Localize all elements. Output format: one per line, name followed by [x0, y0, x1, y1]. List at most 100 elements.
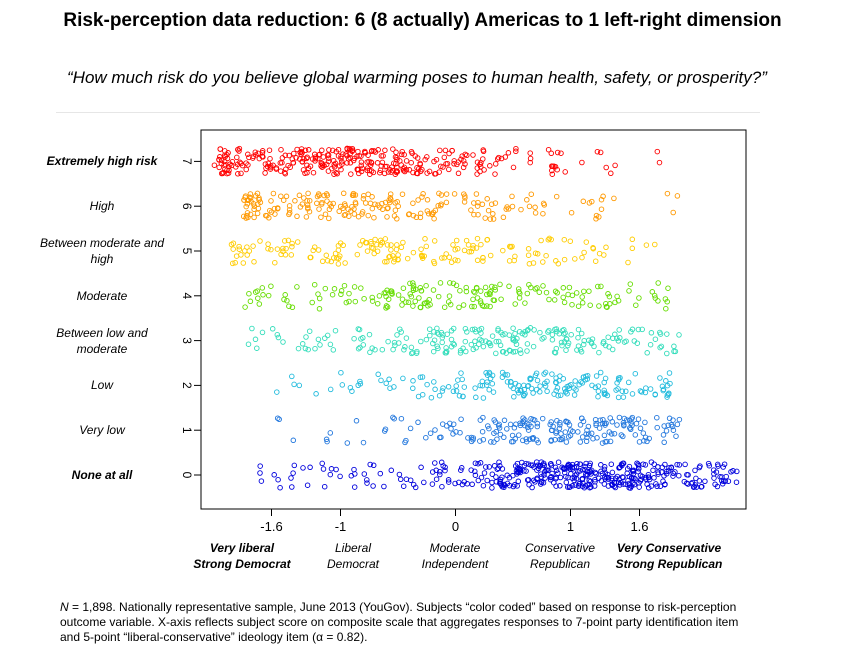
- data-point-level-4: [581, 288, 587, 295]
- data-point-level-7: [282, 152, 289, 159]
- data-point-level-0: [515, 478, 522, 485]
- data-point-level-0: [516, 469, 522, 475]
- data-point-level-1: [450, 421, 457, 427]
- data-point-level-2: [534, 377, 541, 384]
- data-point-level-4: [400, 285, 407, 291]
- data-point-level-1: [583, 431, 589, 437]
- data-point-level-3: [482, 338, 489, 344]
- data-point-level-1: [577, 422, 584, 428]
- data-point-level-3: [522, 328, 528, 335]
- data-point-level-2: [637, 388, 644, 394]
- data-point-level-3: [252, 336, 259, 343]
- data-point-level-7: [255, 150, 261, 157]
- data-point-level-2: [532, 372, 539, 379]
- data-point-level-6: [371, 214, 377, 221]
- data-point-level-1: [360, 439, 367, 446]
- data-point-level-2: [595, 388, 602, 394]
- data-point-level-4: [595, 283, 601, 290]
- data-point-level-4: [560, 285, 567, 291]
- data-point-level-2: [544, 388, 550, 395]
- data-point-level-2: [424, 381, 430, 388]
- data-point-level-3: [398, 329, 404, 335]
- data-point-level-1: [327, 430, 334, 436]
- data-point-level-1: [632, 432, 639, 438]
- data-point-level-3: [463, 348, 469, 355]
- data-point-level-6: [417, 210, 424, 217]
- data-point-level-3: [634, 340, 641, 346]
- data-point-level-6: [351, 211, 358, 217]
- data-point-level-7: [334, 170, 340, 177]
- data-point-level-0: [407, 477, 414, 483]
- data-point-level-4: [596, 303, 602, 309]
- data-point-level-7: [502, 154, 509, 160]
- data-point-level-4: [417, 304, 424, 311]
- data-point-level-0: [531, 477, 537, 484]
- data-point-level-1: [616, 414, 623, 421]
- data-point-level-7: [470, 152, 476, 158]
- data-point-level-5: [423, 243, 430, 250]
- data-point-level-2: [410, 378, 416, 384]
- data-point-level-7: [487, 163, 493, 169]
- x-axis: -1.6 -1 0 1 1.6: [260, 509, 649, 534]
- data-point-level-0: [388, 467, 395, 474]
- data-point-level-6: [322, 211, 329, 217]
- data-point-level-4: [374, 300, 381, 307]
- data-point-level-0: [319, 460, 325, 467]
- data-point-level-4: [316, 306, 323, 312]
- data-point-level-0: [583, 473, 590, 479]
- data-point-level-6: [598, 206, 605, 212]
- data-point-level-4: [524, 290, 531, 297]
- data-point-level-6: [424, 208, 431, 214]
- data-point-level-3: [606, 344, 612, 350]
- data-point-level-1: [670, 417, 676, 423]
- plot-frame: [200, 129, 747, 510]
- data-point-level-0: [489, 485, 495, 491]
- data-point-level-5: [446, 254, 453, 260]
- data-point-level-5: [236, 243, 242, 250]
- data-point-level-0: [367, 461, 373, 468]
- footnote-text: = 1,898. Nationally representative sampl…: [60, 600, 739, 644]
- data-point-level-1: [486, 425, 492, 432]
- data-point-level-0: [442, 467, 448, 474]
- data-point-level-6: [490, 216, 497, 222]
- data-point-level-3: [546, 327, 552, 334]
- data-point-level-6: [286, 203, 293, 209]
- data-point-level-5: [538, 237, 544, 244]
- data-point-level-0: [710, 467, 717, 473]
- data-point-level-7: [330, 157, 337, 164]
- data-point-level-2: [615, 394, 622, 401]
- data-point-level-7: [419, 166, 425, 173]
- data-point-level-4: [487, 291, 493, 298]
- data-point-level-7: [339, 158, 345, 165]
- data-point-level-7: [319, 164, 325, 170]
- data-point-level-3: [549, 331, 556, 338]
- data-point-level-0: [484, 477, 490, 484]
- data-point-level-7: [444, 160, 451, 167]
- data-point-level-2: [375, 371, 381, 378]
- data-point-level-7: [495, 154, 502, 161]
- x-tick-label: 0: [452, 519, 459, 534]
- data-point-level-7: [390, 146, 396, 152]
- data-point-level-7: [477, 161, 483, 168]
- data-point-level-4: [351, 284, 358, 290]
- data-point-level-7: [393, 168, 400, 174]
- data-point-level-7: [325, 155, 332, 161]
- data-point-level-0: [257, 470, 263, 476]
- data-point-level-6: [256, 195, 262, 201]
- data-point-level-0: [586, 477, 592, 484]
- data-point-level-3: [657, 331, 664, 337]
- data-point-level-2: [663, 378, 669, 384]
- data-point-level-6: [305, 190, 311, 197]
- data-point-level-4: [498, 296, 504, 302]
- data-point-level-2: [440, 385, 446, 391]
- data-point-level-2: [456, 393, 463, 399]
- data-point-level-0: [692, 467, 698, 474]
- data-point-level-1: [479, 428, 486, 435]
- data-point-level-1: [594, 435, 600, 441]
- data-point-level-7: [492, 161, 499, 167]
- data-point-level-7: [377, 169, 383, 176]
- data-point-level-6: [518, 206, 524, 213]
- data-point-level-4: [463, 284, 469, 291]
- response-label: High: [89, 199, 115, 214]
- data-point-level-1: [614, 422, 620, 428]
